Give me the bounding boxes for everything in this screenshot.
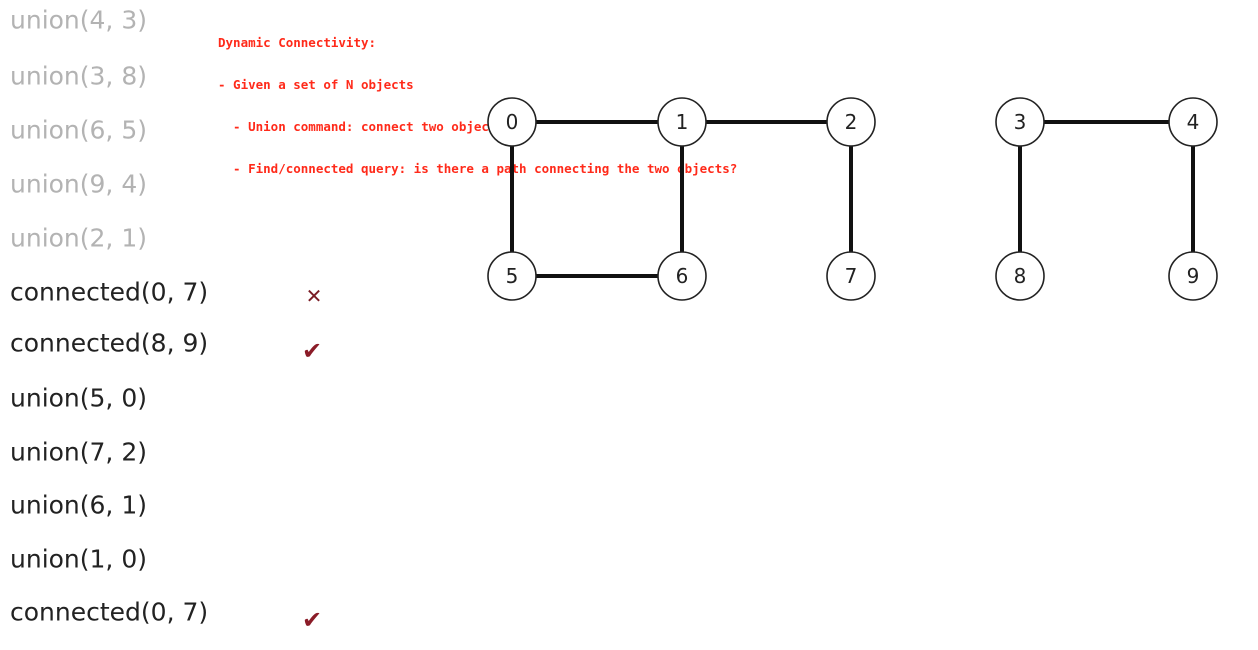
graph-node-7: 7 [826, 251, 876, 301]
node-circle [995, 251, 1045, 301]
check-mark-icon: ✔ [301, 606, 323, 634]
node-label: 6 [676, 264, 689, 288]
command-line: union(4, 3) [10, 5, 147, 35]
node-label: 8 [1014, 264, 1027, 288]
command-line: connected(8, 9) [10, 328, 209, 358]
node-circle [487, 251, 537, 301]
node-circle [1168, 97, 1218, 147]
node-circle [657, 97, 707, 147]
command-line: connected(0, 7) [10, 597, 209, 627]
graph-node-6: 6 [657, 251, 707, 301]
node-circle [995, 97, 1045, 147]
cross-mark-icon: ✕ [305, 284, 323, 308]
node-circle [826, 97, 876, 147]
node-label: 1 [676, 110, 689, 134]
command-line: union(6, 5) [10, 115, 147, 145]
node-circle [657, 251, 707, 301]
graph-node-4: 4 [1168, 97, 1218, 147]
command-line: connected(0, 7) [10, 277, 209, 307]
notes-line: - Find/connected query: is there a path … [218, 161, 738, 176]
command-line: union(6, 1) [10, 490, 147, 520]
node-label: 9 [1187, 264, 1200, 288]
notes-line: - Given a set of N objects [218, 77, 414, 92]
command-line: union(9, 4) [10, 169, 147, 199]
node-label: 0 [506, 110, 519, 134]
graph-node-3: 3 [995, 97, 1045, 147]
annotation-notes: Dynamic Connectivity: - Given a set of N… [218, 8, 737, 190]
node-label: 4 [1187, 110, 1200, 134]
graph-node-8: 8 [995, 251, 1045, 301]
command-line: union(7, 2) [10, 437, 147, 467]
graph-node-5: 5 [487, 251, 537, 301]
command-line: union(2, 1) [10, 223, 147, 253]
node-label: 2 [845, 110, 858, 134]
notes-title: Dynamic Connectivity: [218, 35, 377, 50]
graph-node-2: 2 [826, 97, 876, 147]
check-mark-icon: ✔ [301, 337, 323, 365]
node-label: 3 [1014, 110, 1027, 134]
node-circle [1168, 251, 1218, 301]
command-line: union(3, 8) [10, 61, 147, 91]
node-circle [487, 97, 537, 147]
command-line: union(5, 0) [10, 383, 147, 413]
node-circle [826, 251, 876, 301]
command-line: union(1, 0) [10, 544, 147, 574]
graph-node-9: 9 [1168, 251, 1218, 301]
graph-node-1: 1 [657, 97, 707, 147]
node-label: 5 [506, 264, 519, 288]
node-label: 7 [845, 264, 858, 288]
notes-line: - Union command: connect two objects [218, 119, 504, 134]
graph-node-0: 0 [487, 97, 537, 147]
